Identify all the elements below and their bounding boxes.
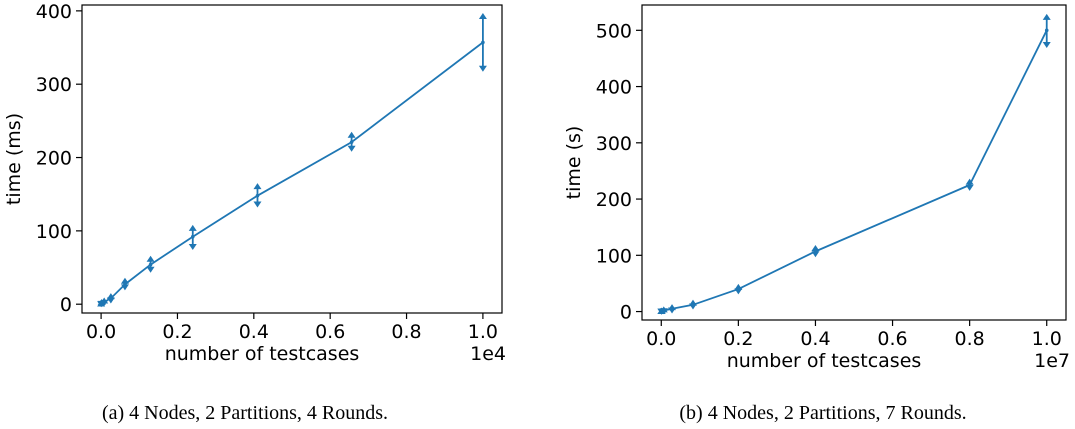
series-line <box>100 41 484 305</box>
y-tick-label: 300 <box>596 133 632 155</box>
error-cap-lower <box>253 201 262 208</box>
data-point <box>691 303 695 307</box>
x-tick-label: 0.6 <box>877 328 907 350</box>
error-cap-upper <box>188 224 197 231</box>
panel-b-series <box>657 13 1051 315</box>
data-point <box>255 193 260 198</box>
error-cap-lower <box>734 288 743 295</box>
panel-a: 0.0 0.2 0.4 0.6 0.8 1.0 0 100 200 300 400 number o… <box>3 1 506 424</box>
panel-b-caption: (b) 4 Nodes, 2 Partitions, 7 Rounds. <box>679 402 966 424</box>
y-tick-label: 500 <box>596 20 632 42</box>
y-tick-label: 0 <box>620 302 632 324</box>
panel-a-caption: (a) 4 Nodes, 2 Partitions, 4 Rounds. <box>102 402 388 424</box>
y-tick-label: 100 <box>36 221 72 243</box>
error-cap-upper <box>811 245 820 251</box>
data-point <box>109 296 113 301</box>
series-line <box>660 29 1048 313</box>
panel-b: 0.0 0.2 0.4 0.6 0.8 1.0 0 100 200 300 400 500 numbe… <box>563 4 1070 424</box>
panel-b-x-offset-label: 1e7 <box>1034 350 1070 372</box>
error-cap-lower <box>965 184 974 191</box>
x-tick-label: 0.6 <box>315 321 345 343</box>
y-tick-label: 300 <box>36 74 72 96</box>
data-point <box>190 234 195 239</box>
error-cap-lower <box>106 297 115 304</box>
panel-b-y-axis-label: time (s) <box>563 126 585 200</box>
panel-a-series <box>97 13 487 308</box>
data-point <box>967 183 972 187</box>
error-cap-lower <box>478 65 487 72</box>
error-cap-upper <box>146 255 155 262</box>
x-tick-label: 0.0 <box>86 321 116 343</box>
error-cap-lower <box>811 251 820 258</box>
y-tick-label: 0 <box>60 294 72 316</box>
data-point <box>813 249 818 254</box>
panel-a-plot-frame <box>81 4 503 314</box>
x-tick-label: 0.4 <box>800 328 830 350</box>
data-point <box>670 306 674 311</box>
error-cap-upper <box>347 131 356 138</box>
error-cap-upper <box>478 13 487 19</box>
data-point <box>661 308 666 313</box>
panel-a-x-axis-label: number of testcases <box>165 343 360 365</box>
y-tick-label: 400 <box>596 77 632 99</box>
panel-a-y-axis-label: time (ms) <box>3 113 25 205</box>
error-cap-lower <box>347 145 356 152</box>
panel-b-x-axis-label: number of testcases <box>727 350 922 372</box>
data-point <box>148 262 153 267</box>
data-point <box>481 40 485 45</box>
error-cap-upper <box>965 178 974 185</box>
y-tick-label: 200 <box>36 148 72 170</box>
panel-b-ticks: 0.0 0.2 0.4 0.6 0.8 1.0 0 100 200 300 400 500 <box>596 20 1062 350</box>
panel-b-plot-frame <box>641 4 1067 321</box>
x-tick-label: 0.0 <box>646 328 676 350</box>
data-point <box>1044 28 1049 33</box>
data-point <box>349 140 354 144</box>
y-tick-label: 100 <box>596 245 632 267</box>
x-tick-label: 1.0 <box>468 321 498 343</box>
data-point <box>736 287 741 291</box>
x-tick-label: 1.0 <box>1032 328 1062 350</box>
panel-a-ticks: 0.0 0.2 0.4 0.6 0.8 1.0 0 100 200 300 400 <box>36 1 498 343</box>
error-cap-upper <box>1042 13 1051 20</box>
error-cap-lower <box>188 244 197 250</box>
x-tick-label: 0.2 <box>162 321 192 343</box>
panel-a-x-offset-label: 1e4 <box>470 343 506 365</box>
x-tick-label: 0.4 <box>239 321 269 343</box>
error-cap-upper <box>120 277 129 284</box>
error-cap-lower <box>120 284 129 291</box>
data-point <box>102 300 106 304</box>
error-cap-lower <box>1042 41 1051 48</box>
error-cap-upper <box>253 183 262 190</box>
y-tick-label: 400 <box>36 1 72 23</box>
x-tick-label: 0.8 <box>955 328 985 350</box>
y-tick-label: 200 <box>596 189 632 211</box>
data-point <box>123 282 127 287</box>
x-tick-label: 0.2 <box>723 328 753 350</box>
x-tick-label: 0.8 <box>391 321 421 343</box>
error-cap-lower <box>146 266 155 273</box>
